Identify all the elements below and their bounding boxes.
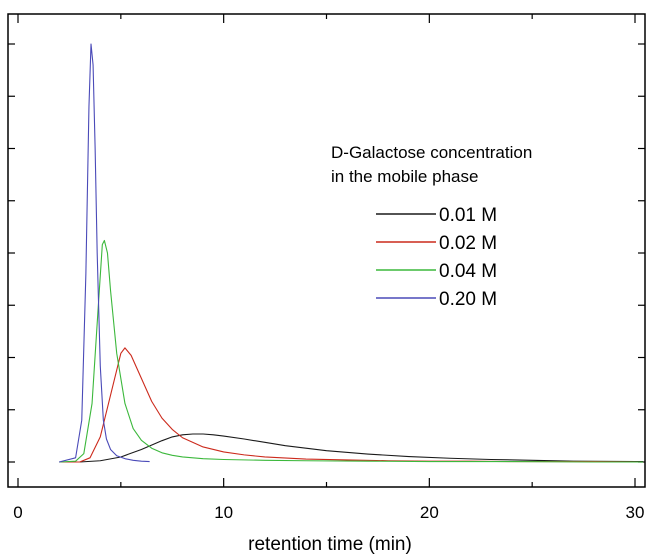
legend-label: 0.01 M bbox=[439, 205, 497, 226]
series-layer bbox=[58, 43, 644, 463]
x-axis-title: retention time (min) bbox=[248, 534, 412, 555]
legend: D-Galactose concentration in the mobile … bbox=[331, 143, 532, 310]
x-axis-ticks: 0 10 20 30 bbox=[13, 14, 644, 522]
series-line-3 bbox=[59, 239, 644, 463]
legend-label: 0.20 M bbox=[439, 289, 497, 310]
y-axis-ticks bbox=[8, 43, 645, 463]
legend-title-line-2: in the mobile phase bbox=[331, 167, 478, 186]
x-tick-label: 0 bbox=[13, 503, 22, 522]
x-tick-label: 10 bbox=[214, 503, 233, 522]
x-tick-label: 30 bbox=[626, 503, 645, 522]
legend-title-line-1: D-Galactose concentration bbox=[331, 143, 532, 162]
x-tick-label: 20 bbox=[420, 503, 439, 522]
series-line-4 bbox=[58, 43, 150, 463]
series-line-1 bbox=[59, 433, 644, 463]
legend-items: 0.01 M 0.02 M 0.04 M 0.20 M bbox=[376, 205, 497, 310]
legend-label: 0.02 M bbox=[439, 233, 497, 254]
legend-label: 0.04 M bbox=[439, 261, 497, 282]
